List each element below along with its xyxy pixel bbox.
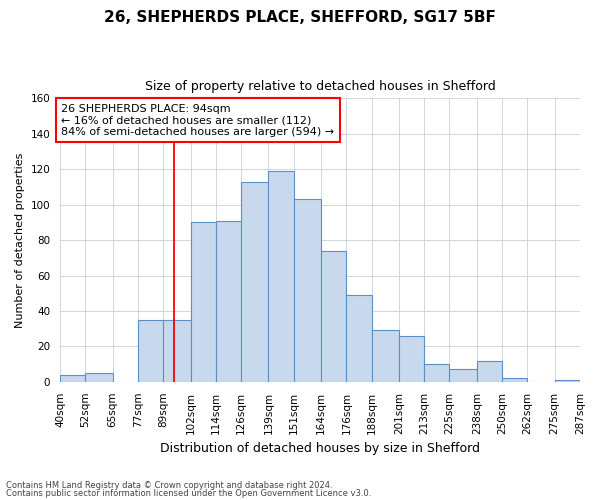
Bar [293, 200, 321, 382]
Title: Size of property relative to detached houses in Shefford: Size of property relative to detached ho… [145, 80, 496, 93]
Bar [346, 295, 371, 382]
Bar [477, 360, 502, 382]
Bar [60, 374, 85, 382]
Bar [502, 378, 527, 382]
Bar [321, 250, 346, 382]
Bar [371, 330, 399, 382]
Bar [216, 220, 241, 382]
Bar [555, 380, 580, 382]
X-axis label: Distribution of detached houses by size in Shefford: Distribution of detached houses by size … [160, 442, 480, 455]
Bar [399, 336, 424, 382]
Bar [163, 320, 191, 382]
Bar [138, 320, 163, 382]
Bar [449, 370, 477, 382]
Bar [191, 222, 216, 382]
Bar [424, 364, 449, 382]
Bar [85, 373, 113, 382]
Bar [268, 171, 293, 382]
Text: Contains public sector information licensed under the Open Government Licence v3: Contains public sector information licen… [6, 488, 371, 498]
Text: Contains HM Land Registry data © Crown copyright and database right 2024.: Contains HM Land Registry data © Crown c… [6, 481, 332, 490]
Text: 26, SHEPHERDS PLACE, SHEFFORD, SG17 5BF: 26, SHEPHERDS PLACE, SHEFFORD, SG17 5BF [104, 10, 496, 25]
Bar [241, 182, 268, 382]
Y-axis label: Number of detached properties: Number of detached properties [15, 152, 25, 328]
Text: 26 SHEPHERDS PLACE: 94sqm
← 16% of detached houses are smaller (112)
84% of semi: 26 SHEPHERDS PLACE: 94sqm ← 16% of detac… [61, 104, 334, 137]
